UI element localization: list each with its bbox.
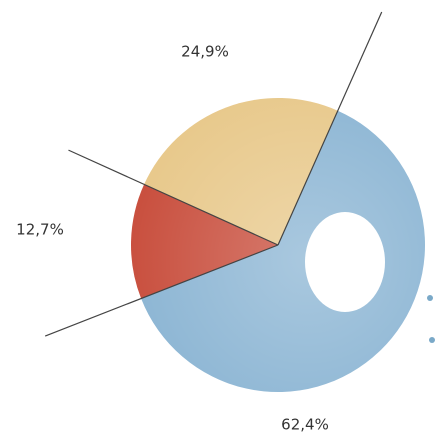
leader-lines	[44, 11, 383, 337]
slice-label: 62,4%	[281, 416, 329, 434]
leader-line	[44, 244, 279, 337]
slice-label: 24,9%	[181, 43, 229, 61]
leader-line	[68, 149, 279, 246]
decor-dot	[429, 337, 435, 343]
slice-label: 12,7%	[16, 221, 64, 239]
highlight	[305, 212, 385, 312]
decor-dot	[427, 295, 433, 301]
leader-line	[277, 11, 383, 246]
